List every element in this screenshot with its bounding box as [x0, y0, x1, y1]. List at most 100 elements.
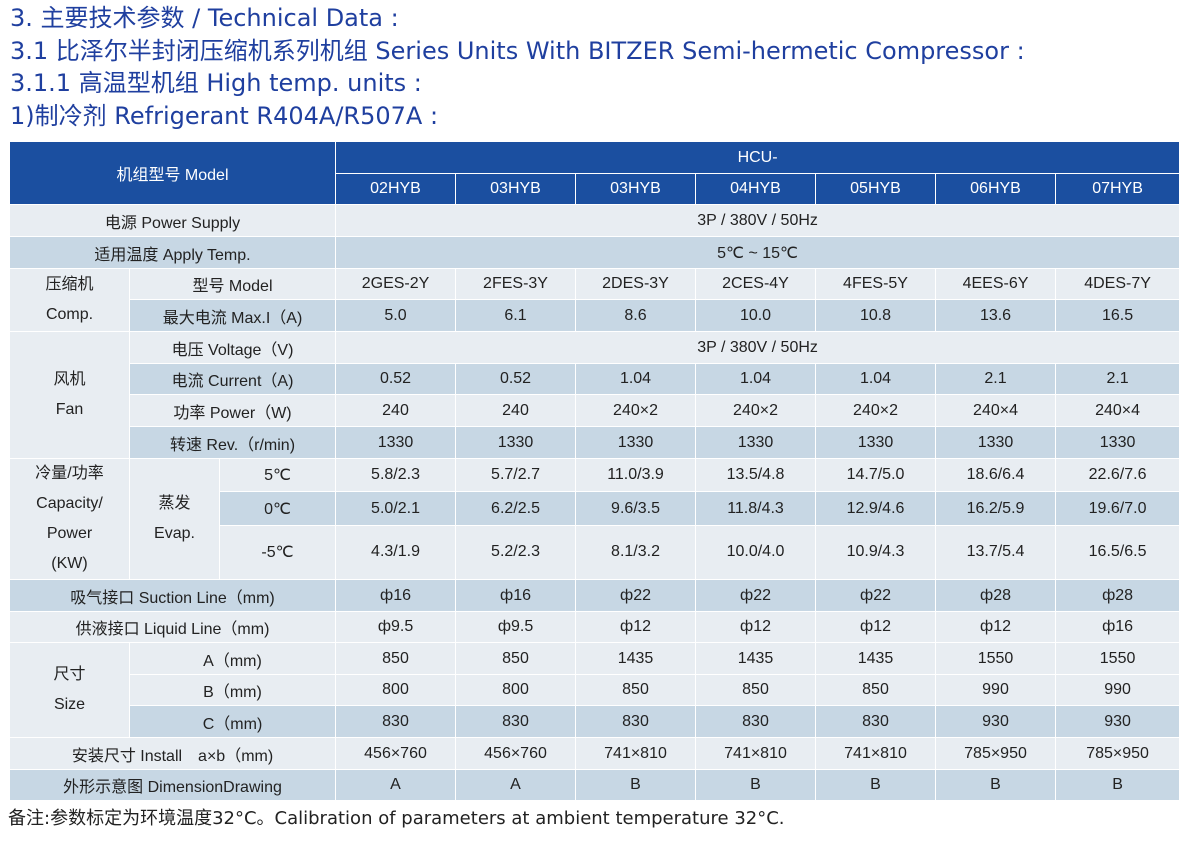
model-header: 机组型号 Model — [8, 141, 337, 205]
cell-value: 830 — [335, 705, 457, 738]
group-label-line: Power — [46, 525, 93, 542]
cell-value: 2GES-2Y — [335, 268, 457, 300]
cell-value: 19.6/7.0 — [1055, 491, 1181, 526]
footnote: 备注:参数标定为环境温度32°C。Calibration of paramete… — [8, 808, 785, 829]
cell-value: 240×4 — [935, 394, 1057, 427]
cell-value: 10.0/4.0 — [695, 524, 817, 581]
row-label: 5℃ — [218, 457, 337, 493]
table-row-liquid-line: 供液接口 Liquid Line（mm) ф9.5 ф9.5 ф12 ф12 ф… — [8, 611, 1181, 643]
cell-value: 1330 — [1055, 426, 1181, 459]
cell-value: ф12 — [815, 611, 937, 643]
series-header: HCU- — [335, 141, 1181, 174]
row-label: 电压 Voltage（V) — [128, 331, 337, 364]
cell-value: 13.5/4.8 — [695, 457, 817, 493]
cell-value: 1330 — [695, 426, 817, 459]
row-label: 0℃ — [218, 491, 337, 526]
cell-value: B — [575, 769, 697, 801]
cell-value: 1330 — [815, 426, 937, 459]
table-row-suction-line: 吸气接口 Suction Line（mm) ф16 ф16 ф22 ф22 ф2… — [8, 579, 1181, 612]
cell-value: 240×2 — [575, 394, 697, 427]
cell-value: 800 — [335, 674, 457, 706]
cell-value: 240×4 — [1055, 394, 1181, 427]
heading-series-units: 3.1 比泽尔半封闭压缩机系列机组 Series Units With BITZ… — [10, 36, 1025, 65]
cell-value: 1330 — [335, 426, 457, 459]
size-group-label: 尺寸 Size — [9, 642, 130, 738]
cell-value: 1435 — [815, 642, 937, 675]
row-label: -5℃ — [218, 524, 337, 581]
row-label: 功率 Power（W) — [128, 394, 337, 427]
cell-value: 4EES-6Y — [935, 268, 1057, 300]
cell-value: 240×2 — [695, 394, 817, 427]
row-label: C（mm) — [128, 705, 337, 738]
cell-value: 2DES-3Y — [575, 268, 697, 300]
row-label: 电源 Power Supply — [8, 204, 337, 237]
group-label-cn: 蒸发 — [158, 495, 191, 512]
cell-value: ф28 — [1055, 579, 1181, 612]
table-row-install: 安装尺寸 Install a×b（mm) 456×760 456×760 741… — [8, 737, 1181, 770]
capacity-group-label: 冷量/功率 Capacity/ Power (KW) — [9, 458, 130, 580]
cell-value: 6.2/2.5 — [455, 491, 577, 526]
cell-value: 830 — [455, 705, 577, 738]
cell-value: 0.52 — [455, 363, 577, 395]
group-label-cn: 尺寸 — [53, 666, 86, 683]
cell-value: 5.2/2.3 — [455, 524, 577, 581]
row-label: 适用温度 Apply Temp. — [8, 236, 337, 269]
cell-value: B — [695, 769, 817, 801]
table-row-fan-voltage: 风机 Fan 电压 Voltage（V) 3P / 380V / 50Hz — [9, 331, 1181, 459]
cell-value: 6.1 — [455, 299, 577, 332]
table-row-size-a: 尺寸 Size A（mm) 850 850 1435 1435 1435 155… — [9, 642, 1181, 738]
cell-value: A — [455, 769, 577, 801]
cell-value: ф12 — [935, 611, 1057, 643]
row-label: 电流 Current（A) — [128, 363, 337, 395]
cell-value: ф9.5 — [455, 611, 577, 643]
model-name: 04HYB — [695, 173, 817, 205]
cell-value: 930 — [935, 705, 1057, 738]
group-label-en: Comp. — [45, 306, 94, 323]
cell-value: 5.8/2.3 — [335, 457, 457, 493]
cell-value: 741×810 — [575, 737, 697, 770]
cell-value: A — [335, 769, 457, 801]
cell-value: ф16 — [455, 579, 577, 612]
table-row-apply-temp: 适用温度 Apply Temp. 5℃ ~ 15℃ — [8, 236, 1181, 269]
cell-value: ф16 — [1055, 611, 1181, 643]
evap-group-label: 蒸发 Evap. — [129, 458, 220, 580]
cell-value: 1330 — [455, 426, 577, 459]
cell-value: ф22 — [815, 579, 937, 612]
cell-value: ф12 — [695, 611, 817, 643]
model-name: 05HYB — [815, 173, 937, 205]
cell-value: 4DES-7Y — [1055, 268, 1181, 300]
row-label: 供液接口 Liquid Line（mm) — [8, 611, 337, 643]
cell-value: 3P / 380V / 50Hz — [335, 331, 1181, 364]
model-name: 07HYB — [1055, 173, 1181, 205]
cell-value: 3P / 380V / 50Hz — [335, 204, 1181, 237]
fan-group-label: 风机 Fan — [9, 331, 130, 459]
table-row-size-b: B（mm) 800 800 850 850 850 990 990 — [10, 674, 1181, 706]
row-label: 安装尺寸 Install a×b（mm) — [8, 737, 337, 770]
cell-value: 10.0 — [695, 299, 817, 332]
cell-value: 13.6 — [935, 299, 1057, 332]
model-name: 06HYB — [935, 173, 1057, 205]
cell-value: 240×2 — [815, 394, 937, 427]
cell-value: ф22 — [575, 579, 697, 612]
compressor-group-label: 压缩机 Comp. — [9, 268, 130, 332]
cell-value: 12.9/4.6 — [815, 491, 937, 526]
cell-value: 2.1 — [935, 363, 1057, 395]
heading-high-temp-units: 3.1.1 高温型机组 High temp. units : — [10, 69, 422, 97]
cell-value: ф28 — [935, 579, 1057, 612]
cell-value: B — [935, 769, 1057, 801]
cell-value: 16.2/5.9 — [935, 491, 1057, 526]
cell-value: 800 — [455, 674, 577, 706]
table-row-max-current: 最大电流 Max.I（A) 5.0 6.1 8.6 10.0 10.8 13.6… — [10, 299, 1181, 332]
cell-value: 4FES-5Y — [815, 268, 937, 300]
cell-value: 5.7/2.7 — [455, 457, 577, 493]
cell-value: 1435 — [575, 642, 697, 675]
cell-value: 1.04 — [575, 363, 697, 395]
cell-value: 1550 — [935, 642, 1057, 675]
heading-refrigerant: 1)制冷剂 Refrigerant R404A/R507A : — [10, 101, 439, 130]
cell-value: 850 — [815, 674, 937, 706]
cell-value: 5.0/2.1 — [335, 491, 457, 526]
cell-value: 8.6 — [575, 299, 697, 332]
table-row-power-supply: 电源 Power Supply 3P / 380V / 50Hz — [8, 204, 1181, 237]
cell-value: 11.8/4.3 — [695, 491, 817, 526]
table-row-capacity-5c: 冷量/功率 Capacity/ Power (KW) 蒸发 Evap. 5℃ 5… — [9, 457, 1181, 580]
